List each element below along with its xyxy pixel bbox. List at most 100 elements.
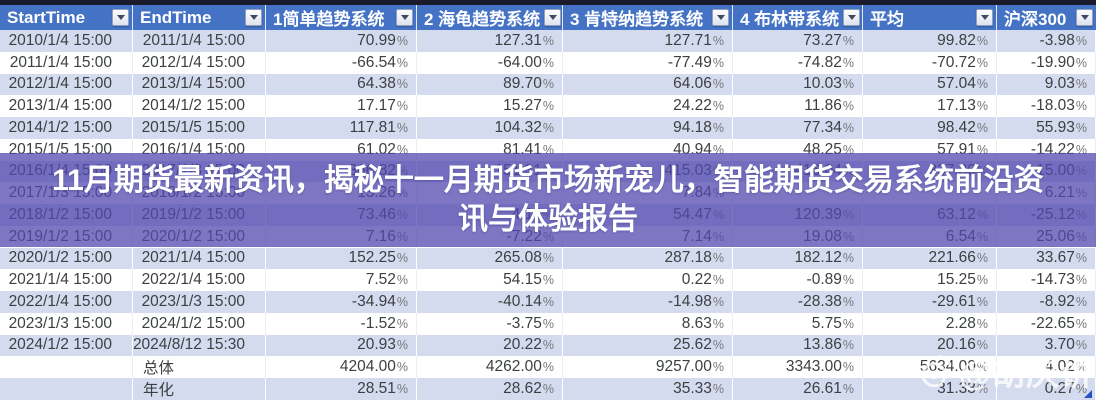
table-cell: 5634.00% [863, 356, 997, 378]
table-cell: 15.27% [417, 95, 563, 117]
table-cell: 117.81% [266, 117, 417, 139]
filter-dropdown-button[interactable] [245, 9, 262, 26]
table-cell: 98.42% [863, 117, 997, 139]
table-cell: -3.75% [417, 312, 563, 335]
table-cell: 17.13% [863, 95, 997, 117]
table-cell: 总体 [133, 356, 266, 378]
column-header-label: 3 肯特纳趋势系统 [570, 10, 704, 29]
table-cell: 265.08% [417, 247, 563, 270]
column-header-label: 2 海龟趋势系统 [424, 10, 541, 29]
promo-banner: 11月期货最新资讯，揭秘十一月期货市场新宠儿，智能期货交易系统前沿资讯与体验报告 [0, 153, 1096, 247]
table-cell: 104.32% [417, 117, 563, 139]
top-strip [0, 0, 1096, 5]
table-cell: 287.18% [563, 247, 733, 270]
table-cell: 127.71% [563, 30, 733, 52]
table-cell: 2012/1/4 15:00 [133, 51, 266, 74]
column-header-2: EndTime [133, 5, 266, 30]
table-cell: 94.18% [563, 117, 733, 139]
column-header-8: 沪深300 [997, 5, 1096, 30]
column-header-label: StartTime [7, 7, 86, 27]
table-cell: 2.28% [863, 312, 997, 335]
table-cell: 2013/1/4 15:00 [0, 95, 133, 117]
table-cell: 28.62% [417, 378, 563, 400]
table-cell: 33.67% [997, 247, 1096, 270]
table-cell: 221.66% [863, 247, 997, 270]
table-cell: 10.03% [733, 73, 863, 96]
filter-dropdown-button[interactable] [843, 9, 861, 26]
table-cell: 182.12% [733, 247, 863, 270]
table-cell: 11.86% [733, 95, 863, 117]
table-cell: 2013/1/4 15:00 [133, 73, 266, 96]
table-cell: -0.89% [733, 269, 863, 291]
column-header-3: 1简单趋势系统 [266, 5, 417, 30]
table-cell: 152.25% [266, 247, 417, 270]
table-cell: 20.22% [417, 334, 563, 357]
table-cell: 35.33% [563, 378, 733, 400]
table-cell: -28.38% [733, 291, 863, 313]
table-row: 2022/1/4 15:00 2023/1/3 15:00 -34.94% -40.1… [0, 291, 1096, 313]
table-cell: 64.06% [563, 73, 733, 96]
table-cell: -77.49% [563, 51, 733, 74]
chevron-down-icon [548, 15, 557, 20]
filter-dropdown-button[interactable] [112, 9, 129, 26]
table-cell: -29.61% [863, 291, 997, 313]
column-header-6: 4 布林带系统 [733, 5, 863, 30]
table-cell [0, 356, 133, 378]
filter-dropdown-button[interactable] [712, 9, 729, 26]
table-cell: 2024/8/12 15:30 [133, 334, 266, 357]
table-row: 2011/1/4 15:00 2012/1/4 15:00 -66.54% -64.0… [0, 51, 1096, 74]
table-cell: 2023/1/3 15:00 [133, 291, 266, 313]
column-header-label: 4 布林带系统 [740, 10, 840, 29]
table-row: 总体 4204.00% 4262.00% 9257.00% 3343.00% 5634.0… [0, 356, 1096, 378]
table-cell: 57.04% [863, 73, 997, 96]
table-cell: 2014/1/2 15:00 [133, 95, 266, 117]
table-row: 年化 28.51% 28.62% 35.33% 26.61% 31.33% 0.27% [0, 378, 1096, 400]
table-cell: 8.63% [563, 312, 733, 335]
table-cell: 127.31% [417, 30, 563, 52]
table-cell: 5.75% [733, 312, 863, 335]
table-row: 2020/1/2 15:00 2021/1/4 15:00 152.25% 265.0… [0, 247, 1096, 270]
filter-dropdown-button[interactable] [544, 9, 562, 26]
table-row: 2014/1/2 15:00 2015/1/5 15:00 117.81% 104.3… [0, 117, 1096, 139]
filter-dropdown-button[interactable] [1076, 9, 1093, 26]
table-cell: -3.98% [997, 30, 1096, 52]
table-cell: 99.82% [863, 30, 997, 52]
column-header-label: 1简单趋势系统 [273, 10, 385, 29]
table-cell: 4204.00% [266, 356, 417, 378]
chevron-down-icon [716, 15, 725, 20]
filter-dropdown-button[interactable] [396, 9, 413, 26]
chevron-down-icon [847, 15, 856, 20]
table-cell: 0.22% [563, 269, 733, 291]
table-cell: 4262.00% [417, 356, 563, 378]
selection-fill-handle[interactable] [1084, 390, 1092, 398]
table-cell: 24.22% [563, 95, 733, 117]
column-header-1: StartTime [0, 5, 133, 30]
table-cell: 73.27% [733, 30, 863, 52]
table-cell: -70.72% [863, 51, 997, 74]
chevron-down-icon [249, 15, 258, 20]
table-cell: 55.93% [997, 117, 1096, 139]
chevron-down-icon [980, 15, 989, 20]
promo-banner-text: 11月期货最新资讯，揭秘十一月期货市场新宠儿，智能期货交易系统前沿资讯与体验报告 [52, 164, 1044, 236]
table-cell: 17.17% [266, 95, 417, 117]
filter-dropdown-button[interactable] [976, 9, 993, 26]
table-cell: 2014/1/2 15:00 [0, 117, 133, 139]
table-cell: -34.94% [266, 291, 417, 313]
table-cell: 4.02% [997, 356, 1096, 378]
table-row: 2010/1/4 15:00 2011/1/4 15:00 70.99% 127.31… [0, 30, 1096, 52]
table-cell: 3343.00% [733, 356, 863, 378]
table-cell: 2024/1/2 15:00 [133, 312, 266, 335]
column-header-label: EndTime [140, 7, 212, 27]
table-cell: 54.15% [417, 269, 563, 291]
table-row: 2012/1/4 15:00 2013/1/4 15:00 64.38% 89.70%… [0, 73, 1096, 96]
table-cell: 2021/1/4 15:00 [0, 269, 133, 291]
table-row: 2023/1/3 15:00 2024/1/2 15:00 -1.52% -3.75%… [0, 312, 1096, 335]
table-cell: 年化 [133, 378, 266, 400]
chevron-down-icon [400, 15, 409, 20]
table-row: 2021/1/4 15:00 2022/1/4 15:00 7.52% 54.15% 0… [0, 269, 1096, 291]
table-row: 2024/1/2 15:00 2024/8/12 15:30 20.93% 20.22… [0, 334, 1096, 357]
table-cell: 15.25% [863, 269, 997, 291]
column-header-label: 沪深300 [1004, 10, 1067, 29]
table-cell: -14.98% [563, 291, 733, 313]
